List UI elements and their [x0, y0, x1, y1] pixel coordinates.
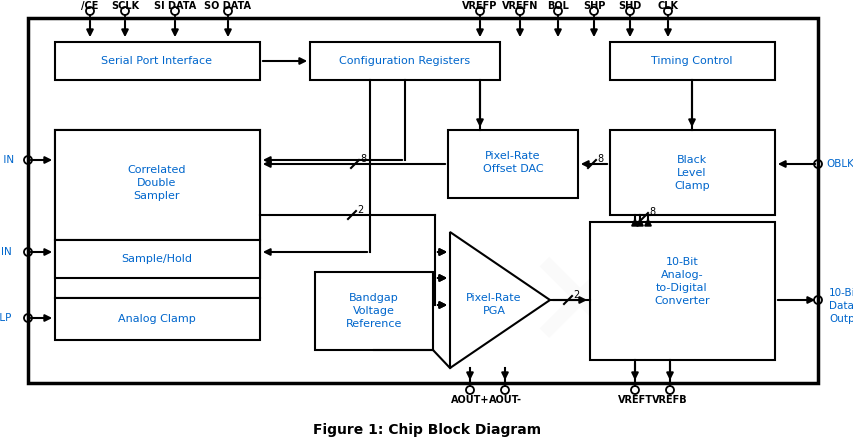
- Text: AOUT+: AOUT+: [450, 395, 489, 405]
- Text: Analog Clamp: Analog Clamp: [118, 314, 195, 324]
- Bar: [55, 42, 259, 80]
- Text: SHD: SHD: [618, 1, 641, 11]
- Text: Analog-: Analog-: [660, 270, 703, 280]
- Text: Serial Port Interface: Serial Port Interface: [102, 56, 212, 66]
- Text: SI DATA: SI DATA: [154, 1, 196, 11]
- Bar: [315, 272, 432, 350]
- Text: CLK: CLK: [657, 1, 677, 11]
- Text: Output: Output: [828, 314, 853, 324]
- Text: Pixel-Rate: Pixel-Rate: [485, 151, 540, 161]
- Text: Figure 1: Chip Block Diagram: Figure 1: Chip Block Diagram: [312, 423, 541, 437]
- Text: Timing Control: Timing Control: [651, 56, 732, 66]
- Text: VREFN: VREFN: [502, 1, 537, 11]
- Text: VREFB: VREFB: [652, 395, 687, 405]
- Bar: [310, 42, 499, 80]
- Text: Voltage: Voltage: [352, 306, 394, 316]
- Text: PGA: PGA: [482, 306, 505, 316]
- Text: Pixel-Rate: Pixel-Rate: [466, 293, 521, 303]
- Text: ✕: ✕: [521, 243, 637, 377]
- Text: 10-Bit: 10-Bit: [828, 288, 853, 298]
- Text: Sampler: Sampler: [134, 191, 180, 201]
- Text: Reference: Reference: [345, 319, 402, 329]
- Text: Configuration Registers: Configuration Registers: [339, 56, 470, 66]
- Text: to-Digital: to-Digital: [655, 283, 707, 293]
- Bar: [609, 42, 774, 80]
- Bar: [448, 130, 577, 198]
- Text: OBLKCLP: OBLKCLP: [825, 159, 853, 169]
- Bar: [28, 18, 817, 383]
- Text: 2: 2: [357, 205, 363, 215]
- Bar: [55, 298, 259, 340]
- Text: Double: Double: [137, 178, 177, 188]
- Text: V IN: V IN: [0, 155, 14, 165]
- Text: 8: 8: [596, 154, 602, 164]
- Text: SO DATA: SO DATA: [204, 1, 251, 11]
- Text: Data: Data: [828, 301, 853, 311]
- Text: AUX IN: AUX IN: [0, 247, 12, 257]
- Text: 10-Bit: 10-Bit: [664, 257, 698, 267]
- Text: Bandgap: Bandgap: [349, 293, 398, 303]
- Text: Sample/Hold: Sample/Hold: [121, 254, 192, 264]
- Text: Converter: Converter: [653, 296, 709, 306]
- Text: VREFT: VREFT: [617, 395, 652, 405]
- Bar: [55, 240, 259, 278]
- Text: Level: Level: [676, 168, 706, 178]
- Text: Correlated: Correlated: [128, 165, 186, 175]
- Text: 8: 8: [648, 207, 654, 217]
- Text: BOL: BOL: [547, 1, 568, 11]
- Text: 8: 8: [359, 154, 366, 164]
- Bar: [55, 130, 259, 240]
- Text: Clamp: Clamp: [673, 181, 709, 191]
- Text: ACLP: ACLP: [0, 313, 12, 323]
- Text: AOUT-: AOUT-: [488, 395, 521, 405]
- Text: SCLK: SCLK: [111, 1, 139, 11]
- Text: Offset DAC: Offset DAC: [482, 164, 543, 174]
- Text: 2: 2: [572, 290, 578, 300]
- Bar: [55, 130, 259, 298]
- Text: /CE: /CE: [81, 1, 99, 11]
- Bar: [609, 130, 774, 215]
- Text: SHP: SHP: [582, 1, 605, 11]
- Text: VREFP: VREFP: [461, 1, 497, 11]
- Text: Black: Black: [676, 155, 706, 165]
- Bar: [589, 222, 774, 360]
